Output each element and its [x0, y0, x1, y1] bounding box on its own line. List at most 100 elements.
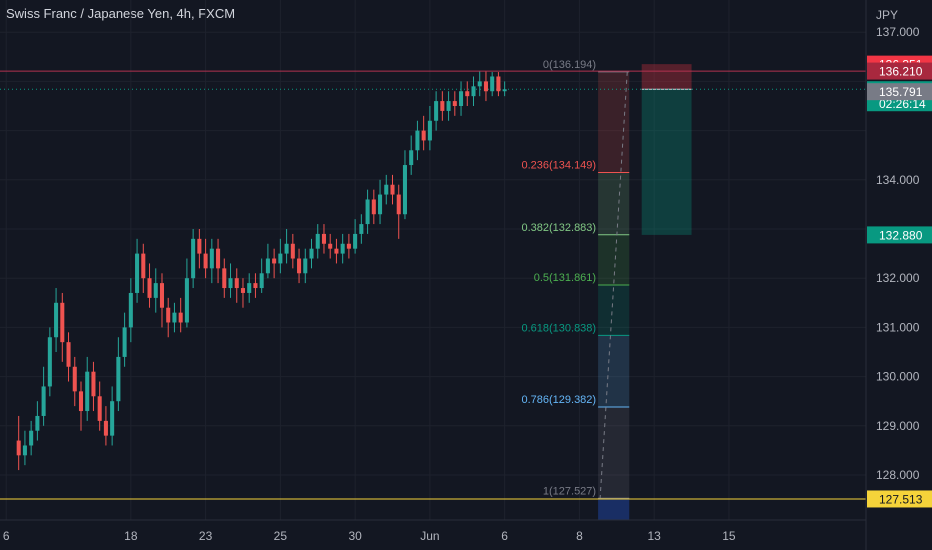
price-tag-label: 135.791 [879, 85, 923, 99]
candle-body [66, 342, 71, 367]
candle-body [47, 337, 52, 387]
x-tick-label: Jun [420, 529, 439, 543]
candle-body [446, 101, 451, 111]
candle-body [384, 184, 389, 195]
candle-body [396, 194, 401, 215]
price-tag [867, 62, 932, 80]
candle-body [353, 233, 358, 249]
candle-body [197, 238, 202, 254]
candle-body [272, 258, 277, 264]
candle-body [110, 401, 115, 436]
candle-body [16, 440, 21, 456]
candle-body [222, 268, 227, 289]
candle-body [284, 243, 289, 254]
candle-body [85, 371, 90, 412]
y-tick-label: 130.000 [876, 370, 920, 384]
fib-level-label: 0(136.194) [543, 59, 596, 71]
candle-body [465, 91, 470, 97]
candle-body [471, 86, 476, 97]
candle-body [378, 194, 383, 215]
candle-body [203, 253, 208, 269]
candle-body [265, 258, 270, 274]
fib-level-label: 0.382(132.883) [521, 222, 596, 234]
candle-body [128, 292, 133, 328]
fib-level-label: 1(127.527) [543, 485, 596, 497]
candle-body [452, 101, 457, 106]
countdown-label: 02:26:14 [879, 97, 926, 111]
candle-body [41, 386, 46, 416]
candle-body [477, 81, 482, 87]
candle-body [459, 91, 464, 106]
candle-body [135, 253, 140, 293]
candle-body [29, 430, 34, 446]
candle-body [172, 312, 177, 323]
y-tick-label: 131.000 [876, 320, 920, 334]
fib-zone [598, 498, 630, 520]
candle-body [415, 130, 420, 151]
candle-body [147, 278, 152, 298]
candle-body [315, 233, 320, 249]
candle-body [253, 283, 258, 289]
candle-body [321, 233, 326, 244]
y-tick-label: 134.000 [876, 173, 920, 187]
candle-body [402, 165, 407, 215]
stop-loss-zone [641, 64, 692, 90]
candle-body [153, 283, 158, 298]
price-tag-label: 136.210 [879, 65, 923, 79]
currency-label: JPY [876, 8, 898, 22]
x-tick-label: 30 [348, 529, 362, 543]
candle-body [60, 302, 65, 343]
price-tag-label: 127.513 [879, 492, 923, 506]
candle-body [346, 243, 351, 249]
candle-body [159, 283, 165, 308]
candle-body [371, 199, 376, 215]
candle-body [434, 101, 439, 121]
time-axis[interactable] [0, 520, 866, 550]
fib-zone [598, 407, 630, 499]
candle-body [35, 415, 40, 431]
candle-body [502, 89, 507, 92]
candle-body [303, 258, 308, 274]
candle-body [328, 243, 333, 249]
candle-body [340, 243, 345, 254]
candle-body [22, 445, 27, 456]
candle-body [72, 366, 77, 392]
candle-body [178, 312, 183, 323]
candle-body [247, 283, 252, 293]
y-tick-label: 128.000 [876, 468, 920, 482]
fib-level-label: 0.5(131.861) [534, 272, 596, 284]
candle-body [141, 253, 146, 279]
candle-body [365, 199, 370, 225]
candle-body [421, 130, 426, 141]
candle-body [103, 420, 108, 436]
candle-body [240, 288, 246, 293]
candle-body [390, 184, 395, 195]
candle-body [216, 248, 221, 269]
candle-body [409, 150, 414, 166]
fib-zone [598, 335, 630, 408]
candle-body [259, 273, 264, 289]
candle-body [97, 396, 102, 421]
candle-body [496, 76, 501, 92]
candle-body [234, 278, 239, 289]
fib-zone [598, 234, 630, 286]
candle-body [54, 302, 59, 338]
candle-body [91, 371, 96, 397]
candle-body [290, 243, 295, 259]
y-tick-label: 129.000 [876, 419, 920, 433]
candle-body [309, 248, 314, 259]
x-tick-label: 8 [576, 529, 583, 543]
candle-body [184, 278, 189, 323]
price-tag [867, 490, 932, 508]
fib-zone [598, 172, 630, 235]
candle-body [483, 81, 488, 92]
fib-level-label: 0.786(129.382) [521, 394, 596, 406]
x-tick-label: 23 [199, 529, 213, 543]
x-tick-label: 15 [722, 529, 736, 543]
candle-body [228, 278, 233, 289]
candle-body [116, 356, 121, 402]
candle-body [166, 307, 171, 323]
fib-level-label: 0.236(134.149) [521, 159, 596, 171]
candle-body [297, 258, 302, 274]
